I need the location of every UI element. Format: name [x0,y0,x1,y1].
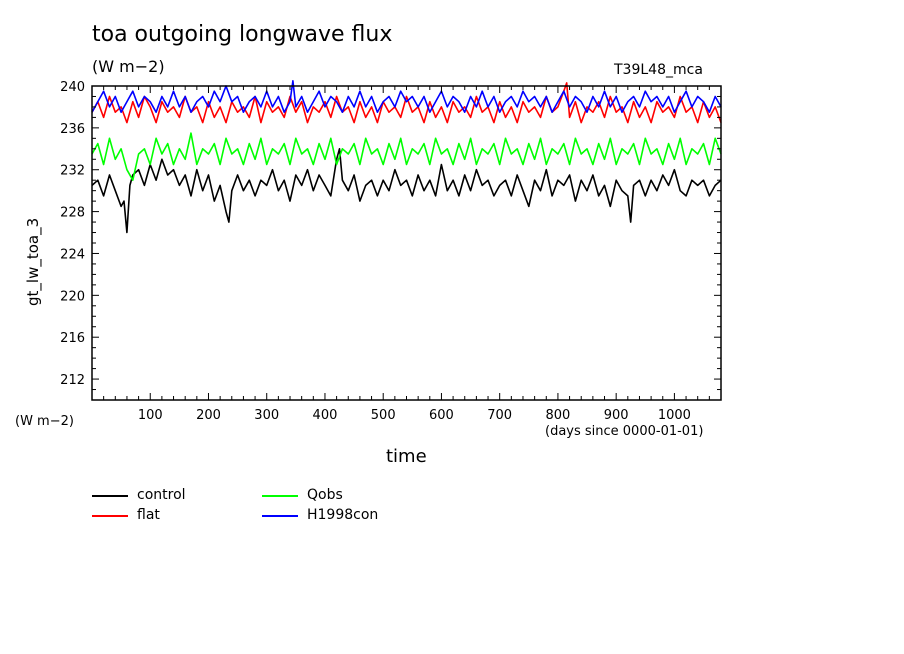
y-tick-label: 240 [60,80,85,95]
legend-swatch [92,495,128,497]
experiment-tag: T39L48_mca [614,62,703,78]
legend-label: Qobs [307,487,343,503]
series-line-control [91,148,722,234]
legend-label: H1998con [307,507,379,523]
x-tick-label: 800 [546,408,571,423]
legend-label: flat [137,507,160,523]
y-tick-label: 228 [60,206,85,221]
legend-swatch [262,515,298,517]
x-axis-unit: (days since 0000-01-01) [545,424,704,439]
y-tick-label: 224 [60,247,85,262]
chart-title: toa outgoing longwave flux [92,22,393,47]
legend-swatch [92,515,128,517]
x-tick-label: 300 [254,408,279,423]
x-tick-label: 700 [487,408,512,423]
x-tick-label: 400 [313,408,338,423]
y-tick-label: 232 [60,164,85,179]
y-tick-label: 216 [60,331,85,346]
x-tick-label: 600 [429,408,454,423]
y-tick-label: 212 [60,373,85,388]
x-tick-label: 500 [371,408,396,423]
series-line-H1998con [91,80,722,113]
legend-swatch [262,495,298,497]
x-tick-label: 200 [196,408,221,423]
legend-label: control [137,487,186,503]
x-tick-label: 900 [604,408,629,423]
x-tick-label: 1000 [658,408,691,423]
y-tick-label: 220 [60,289,85,304]
y-tick-label: 236 [60,122,85,137]
series-line-flat [91,82,722,124]
y-axis-unit: (W m−2) [15,414,74,429]
x-axis-label: time [386,446,427,467]
plot-frame [91,85,722,401]
series-line-Qobs [91,132,722,181]
chart-units: (W m−2) [92,57,165,76]
x-tick-label: 100 [138,408,163,423]
